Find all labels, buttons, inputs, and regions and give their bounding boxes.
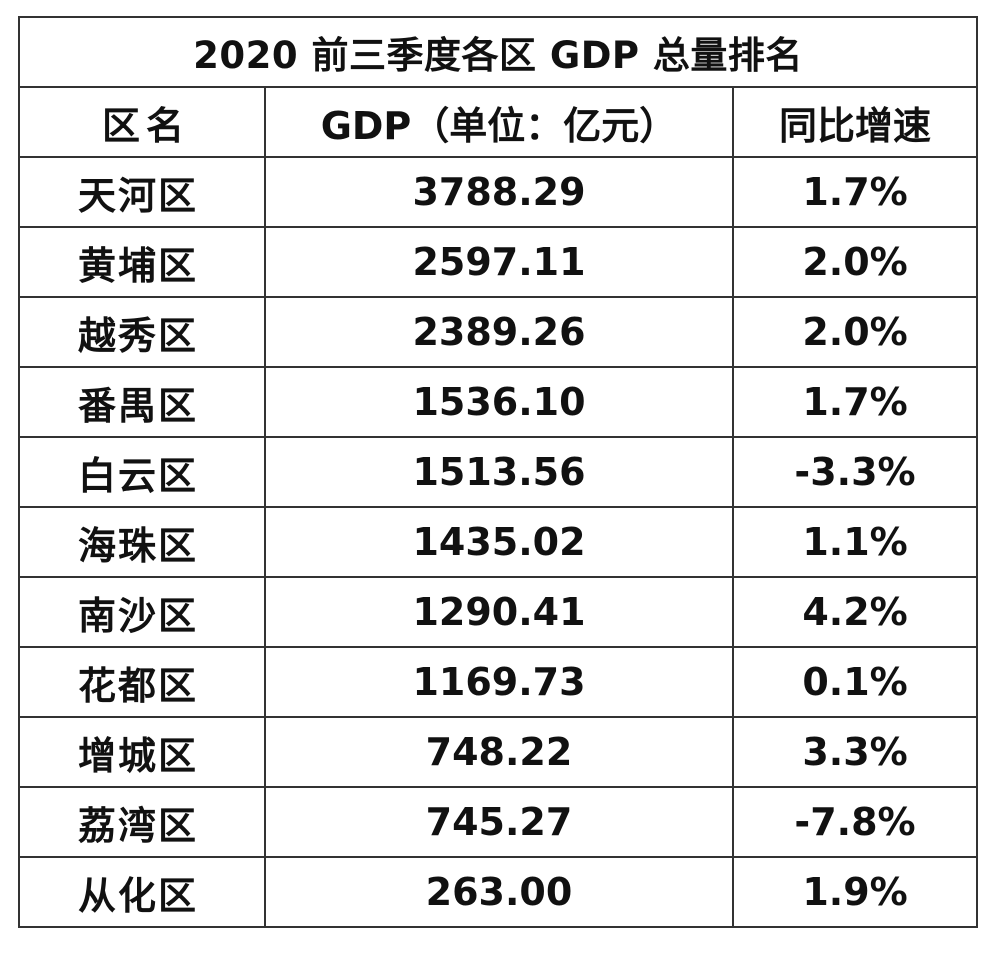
gdp-value-cell: 1169.73 — [264, 646, 734, 718]
table-row: 花都区 1169.73 0.1% — [18, 646, 979, 718]
table-row: 海珠区 1435.02 1.1% — [18, 506, 979, 578]
gdp-value-cell: 2597.11 — [264, 226, 734, 298]
header-gdp: GDP（单位：亿元） — [264, 86, 734, 158]
header-growth: 同比增速 — [731, 86, 979, 158]
table-row: 番禺区 1536.10 1.7% — [18, 366, 979, 438]
table-row: 南沙区 1290.41 4.2% — [18, 576, 979, 648]
growth-rate-cell: 2.0% — [731, 226, 979, 298]
district-name-cell: 天河区 — [18, 156, 266, 228]
gdp-ranking-table: 2020 前三季度各区 GDP 总量排名 区名 GDP（单位：亿元） 同比增速 … — [17, 16, 979, 928]
growth-rate-cell: 1.1% — [731, 506, 979, 578]
gdp-value-cell: 263.00 — [264, 856, 734, 928]
table-title: 2020 前三季度各区 GDP 总量排名 — [17, 16, 979, 88]
district-name-cell: 从化区 — [18, 856, 266, 928]
table-row: 荔湾区 745.27 -7.8% — [18, 786, 979, 858]
title-row: 2020 前三季度各区 GDP 总量排名 — [17, 16, 979, 88]
district-name-cell: 海珠区 — [18, 506, 266, 578]
district-name-cell: 黄埔区 — [18, 226, 266, 298]
gdp-value-cell: 1435.02 — [264, 506, 734, 578]
gdp-value-cell: 3788.29 — [264, 156, 734, 228]
growth-rate-cell: 1.7% — [731, 366, 979, 438]
gdp-value-cell: 748.22 — [264, 716, 734, 788]
growth-rate-cell: 2.0% — [731, 296, 979, 368]
district-name-cell: 南沙区 — [18, 576, 266, 648]
table-row: 白云区 1513.56 -3.3% — [18, 436, 979, 508]
table-row: 黄埔区 2597.11 2.0% — [18, 226, 979, 298]
district-name-cell: 荔湾区 — [18, 786, 266, 858]
table-row: 从化区 263.00 1.9% — [18, 856, 979, 928]
gdp-value-cell: 1536.10 — [264, 366, 734, 438]
growth-rate-cell: 4.2% — [731, 576, 979, 648]
gdp-value-cell: 745.27 — [264, 786, 734, 858]
gdp-value-cell: 1290.41 — [264, 576, 734, 648]
header-district: 区名 — [18, 86, 266, 158]
growth-rate-cell: -3.3% — [731, 436, 979, 508]
growth-rate-cell: 1.9% — [731, 856, 979, 928]
district-name-cell: 白云区 — [18, 436, 266, 508]
gdp-value-cell: 1513.56 — [264, 436, 734, 508]
growth-rate-cell: -7.8% — [731, 786, 979, 858]
gdp-value-cell: 2389.26 — [264, 296, 734, 368]
district-name-cell: 花都区 — [18, 646, 266, 718]
growth-rate-cell: 0.1% — [731, 646, 979, 718]
district-name-cell: 越秀区 — [18, 296, 266, 368]
growth-rate-cell: 1.7% — [731, 156, 979, 228]
district-name-cell: 番禺区 — [18, 366, 266, 438]
table-row: 增城区 748.22 3.3% — [18, 716, 979, 788]
header-row: 区名 GDP（单位：亿元） 同比增速 — [18, 86, 979, 158]
table-row: 越秀区 2389.26 2.0% — [18, 296, 979, 368]
district-name-cell: 增城区 — [18, 716, 266, 788]
table-row: 天河区 3788.29 1.7% — [18, 156, 979, 228]
growth-rate-cell: 3.3% — [731, 716, 979, 788]
